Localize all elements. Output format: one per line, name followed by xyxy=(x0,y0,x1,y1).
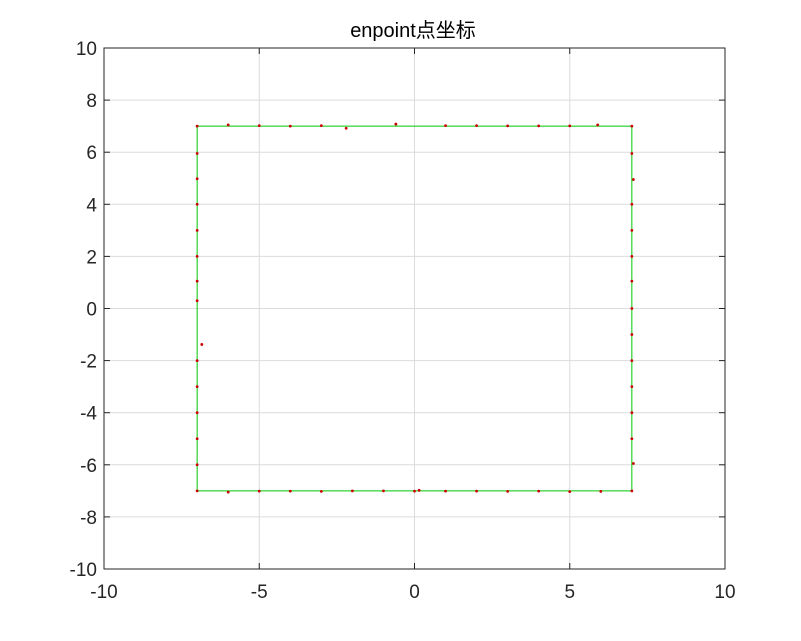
data-point xyxy=(195,124,199,128)
data-point xyxy=(195,359,199,362)
data-point xyxy=(599,489,603,493)
data-point xyxy=(319,489,323,493)
data-point xyxy=(630,255,634,258)
data-point xyxy=(351,489,354,493)
data-point xyxy=(288,124,292,128)
data-point xyxy=(537,489,541,493)
data-point xyxy=(226,490,230,494)
y-tick-label: 6 xyxy=(86,143,97,164)
data-point xyxy=(630,411,634,415)
data-point xyxy=(394,122,398,126)
chart-title: enpoint点坐标 xyxy=(350,19,476,42)
y-tick-label: 4 xyxy=(86,195,97,216)
y-axis-tick-labels: -10 -8 -6 -4 -2 0 2 4 6 8 10 xyxy=(70,39,98,581)
data-point xyxy=(568,124,572,128)
data-point xyxy=(596,123,600,127)
plot-series xyxy=(195,122,635,494)
y-tick-label: -10 xyxy=(70,560,97,581)
data-point xyxy=(475,489,478,493)
data-point xyxy=(195,299,199,303)
x-tick-label: 10 xyxy=(714,582,735,603)
y-tick-label: 10 xyxy=(76,39,97,60)
x-tick-label: -10 xyxy=(90,582,117,603)
data-point xyxy=(382,489,385,493)
data-point xyxy=(632,178,635,181)
data-point xyxy=(568,490,572,494)
x-tick-label: -5 xyxy=(251,582,268,603)
data-point xyxy=(226,123,230,127)
y-tick-label: 0 xyxy=(86,300,97,321)
y-tick-label: -8 xyxy=(80,508,97,529)
data-point xyxy=(417,488,421,492)
data-point xyxy=(195,202,199,206)
data-point xyxy=(288,489,292,493)
data-point xyxy=(344,126,348,130)
data-point xyxy=(200,343,204,346)
data-point xyxy=(257,124,261,128)
data-point xyxy=(630,489,634,493)
data-point xyxy=(257,489,261,493)
data-point xyxy=(630,385,634,389)
data-point xyxy=(630,359,634,362)
y-tick-label: -4 xyxy=(80,404,97,425)
data-point xyxy=(195,152,199,155)
x-tick-label: 5 xyxy=(564,582,575,603)
data-point xyxy=(195,463,199,467)
data-point xyxy=(444,124,447,128)
data-point xyxy=(195,437,199,441)
data-point xyxy=(630,279,634,283)
x-tick-label: 0 xyxy=(409,582,420,603)
y-tick-label: 8 xyxy=(86,91,97,112)
data-point xyxy=(195,228,199,232)
data-point xyxy=(630,202,634,206)
data-point xyxy=(630,124,634,128)
y-tick-label: 2 xyxy=(86,247,97,268)
data-point xyxy=(195,385,199,389)
data-point xyxy=(195,177,199,181)
data-point xyxy=(630,333,634,336)
data-point xyxy=(475,124,478,128)
data-point xyxy=(537,124,541,128)
data-point xyxy=(319,124,323,128)
x-axis-tick-labels: -10 -5 0 5 10 xyxy=(90,582,735,603)
data-point xyxy=(630,307,634,310)
y-tick-label: -6 xyxy=(80,456,97,477)
data-point xyxy=(506,489,510,493)
data-point xyxy=(444,489,447,493)
data-point xyxy=(630,228,634,232)
data-point xyxy=(195,411,199,415)
data-point xyxy=(630,152,634,155)
axis-ticks xyxy=(103,47,726,570)
data-point xyxy=(195,255,199,258)
data-point xyxy=(630,437,634,441)
data-point xyxy=(506,124,510,128)
data-point xyxy=(632,462,635,465)
data-point xyxy=(413,489,416,493)
y-tick-label: -2 xyxy=(80,352,97,373)
data-point xyxy=(195,279,199,283)
data-point xyxy=(195,489,199,493)
